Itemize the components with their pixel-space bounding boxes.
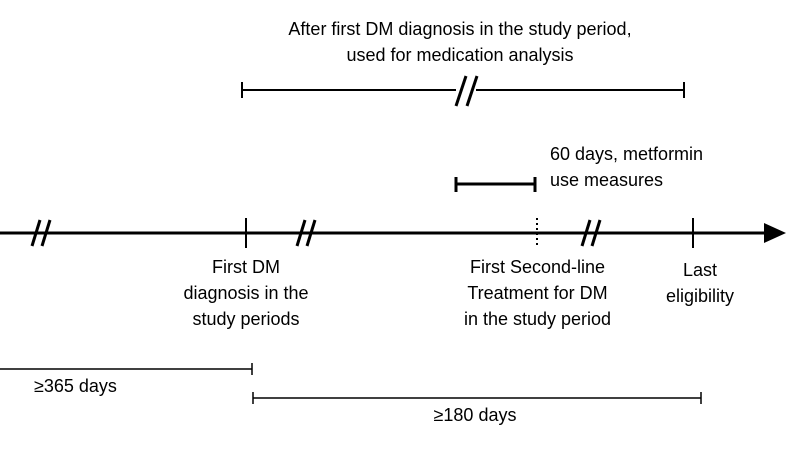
axis-break-mark-3	[580, 219, 602, 247]
second-line-label-line-2: Treatment for DM	[467, 283, 608, 303]
lookback-duration-label: ≥365 days	[34, 376, 117, 396]
first-dm-label-line-2: diagnosis in the	[183, 283, 309, 303]
metformin-window-label-line-1: 60 days, metformin	[550, 144, 704, 164]
axis-break-mark-2	[295, 219, 317, 247]
medication-window-label-line-1: After first DM diagnosis in the study pe…	[288, 19, 632, 39]
followup-duration-label: ≥180 days	[433, 405, 517, 425]
first-dm-label-line-1: First DM	[212, 257, 280, 277]
medication-window-label-line-2: used for medication analysis	[346, 45, 574, 65]
lookback-bracket	[0, 363, 253, 375]
medication-window-bracket	[241, 75, 685, 107]
second-line-label-line-1: First Second-line	[469, 257, 606, 277]
medication-window-label: After first DM diagnosis in the study pe…	[210, 16, 710, 68]
metformin-window-label: 60 days, metformin use measures	[550, 141, 790, 193]
last-eligibility-label-line-1: Last	[682, 260, 718, 280]
timeline-arrowhead	[764, 223, 786, 243]
axis-break-mark-1	[30, 219, 52, 247]
metformin-window-bracket	[454, 177, 537, 192]
second-line-label-line-3: in the study period	[463, 309, 612, 329]
followup-bracket	[252, 392, 702, 404]
first-dm-label: First DM diagnosis in the study periods	[131, 254, 361, 332]
first-dm-label-line-3: study periods	[192, 309, 300, 329]
second-line-label: First Second-line Treatment for DM in th…	[420, 254, 655, 332]
metformin-window-label-line-2: use measures	[550, 170, 664, 190]
last-eligibility-label-line-2: eligibility	[665, 286, 735, 306]
last-eligibility-label: Last eligibility	[645, 257, 755, 309]
